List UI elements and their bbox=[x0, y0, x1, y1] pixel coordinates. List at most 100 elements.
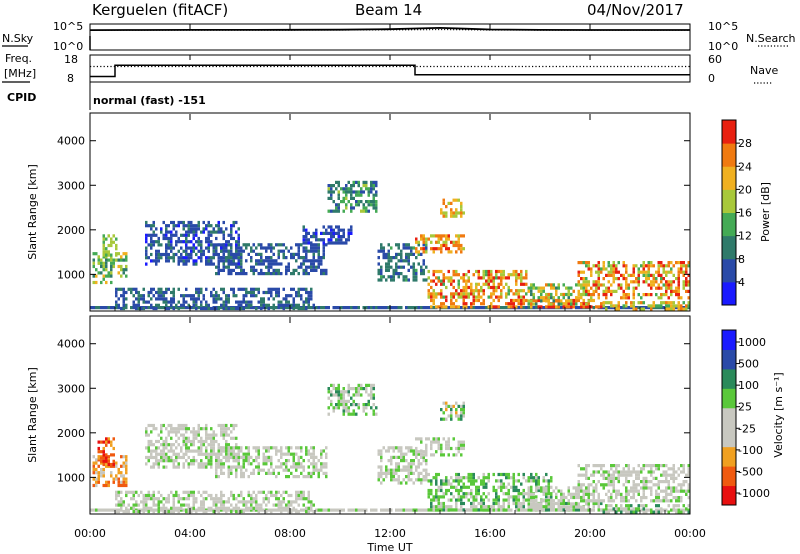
velocity-pixels-cell-5 bbox=[305, 475, 308, 479]
velocity-pixels-cell-11 bbox=[437, 498, 440, 502]
velocity-pixels-cell-4 bbox=[162, 439, 165, 444]
velocity-pixels-cell-5 bbox=[307, 471, 310, 475]
velocity-pixels-cell-13 bbox=[622, 470, 625, 474]
velocity-pixels-cell-3 bbox=[280, 506, 283, 510]
power-pixels-cell-14 bbox=[620, 283, 623, 287]
power-pixels-cell-12 bbox=[467, 292, 470, 296]
power-pixels-cell-4 bbox=[195, 230, 198, 234]
velocity-pixels-cell-13 bbox=[627, 489, 630, 493]
power-pixels-cell-9 bbox=[417, 240, 420, 244]
power-pixels-cell-6 bbox=[315, 228, 318, 232]
velocity-pixels-cell-0 bbox=[382, 508, 385, 512]
velocity-pixels-cell-13 bbox=[645, 486, 648, 490]
velocity-pixels-cell-7 bbox=[407, 465, 410, 469]
velocity-pixels-cell-3 bbox=[215, 503, 218, 507]
power-pixels-cell-7 bbox=[352, 196, 355, 200]
velocity-pixels-cell-13 bbox=[600, 464, 603, 468]
velocity-pixels-cell-3 bbox=[225, 509, 228, 514]
power-pixels-cell-8 bbox=[422, 259, 425, 263]
power-pixels-cell-8 bbox=[412, 246, 415, 250]
power-pixels-cell-14 bbox=[652, 280, 655, 284]
power-pixels-cell-5 bbox=[282, 249, 285, 253]
power-pixels-cell-0 bbox=[647, 306, 650, 310]
velocity-pixels-cell-8 bbox=[435, 450, 438, 454]
velocity-pixels-cell-1 bbox=[122, 483, 125, 488]
velocity-pixels-cell-12 bbox=[562, 492, 565, 496]
velocity-pixels-cell-14 bbox=[652, 510, 655, 514]
power-pixels-cell-0 bbox=[277, 306, 280, 310]
velocity-pixels-cell-3 bbox=[185, 490, 188, 494]
velocity-pixels-cell-1 bbox=[97, 464, 100, 468]
power-pixels-cell-3 bbox=[165, 290, 168, 295]
velocity-pixels-cell-3 bbox=[157, 490, 160, 494]
power-pixels-cell-4 bbox=[210, 233, 213, 237]
power-colorbar-tick-label: 12 bbox=[738, 230, 752, 243]
power-pixels-cell-4 bbox=[150, 259, 153, 263]
power-pixels-cell-14 bbox=[640, 296, 643, 300]
power-pixels-cell-12 bbox=[487, 269, 490, 274]
power-pixels-cell-5 bbox=[252, 272, 255, 276]
power-pixels-cell-6 bbox=[342, 241, 345, 245]
power-pixels-cell-14 bbox=[587, 280, 590, 284]
power-pixels-cell-1 bbox=[105, 258, 108, 262]
velocity-pixels-cell-5 bbox=[215, 459, 218, 463]
velocity-pixels-cell-6 bbox=[332, 393, 335, 397]
power-pixels-cell-3 bbox=[305, 300, 308, 304]
power-pixels-cell-6 bbox=[302, 235, 305, 239]
velocity-pixels-cell-5 bbox=[285, 459, 288, 463]
power-pixels-cell-6 bbox=[332, 241, 335, 245]
velocity-pixels-cell-4 bbox=[150, 465, 153, 469]
velocity-pixels-cell-6 bbox=[355, 412, 358, 416]
velocity-pixels-cell-13 bbox=[625, 476, 628, 480]
velocity-pixels-cell-0 bbox=[482, 508, 485, 512]
velocity-pixels-cell-6 bbox=[337, 383, 340, 387]
power-pixels-cell-14 bbox=[667, 286, 670, 290]
velocity-pixels-cell-1 bbox=[115, 461, 118, 465]
velocity-pixels-cell-13 bbox=[592, 496, 595, 500]
velocity-pixels-cell-4 bbox=[150, 439, 153, 444]
power-pixels-cell-4 bbox=[185, 240, 188, 244]
power-pixels-cell-0 bbox=[252, 306, 255, 310]
velocity-pixels-cell-5 bbox=[242, 471, 245, 475]
velocity-pixels-cell-11 bbox=[505, 472, 508, 477]
power-pixels-cell-7 bbox=[372, 184, 375, 188]
power-pixels-cell-4 bbox=[167, 224, 170, 228]
velocity-pixels-cell-3 bbox=[175, 493, 178, 498]
power-pixels-cell-4 bbox=[217, 259, 220, 263]
velocity-pixels-cell-13 bbox=[577, 480, 580, 484]
power-pixels-cell-3 bbox=[135, 303, 138, 307]
cpid-row: CPID normal (fast) -151 bbox=[7, 82, 206, 110]
power-pixels-cell-4 bbox=[152, 243, 155, 247]
cpid-label: CPID bbox=[7, 91, 36, 104]
velocity-pixels-cell-0 bbox=[650, 508, 653, 512]
power-pixels-cell-5 bbox=[297, 252, 300, 256]
power-pixels-cell-10 bbox=[447, 201, 450, 205]
power-pixels-cell-10 bbox=[462, 211, 465, 215]
velocity-pixels-cell-13 bbox=[665, 499, 668, 503]
power-pixels-cell-14 bbox=[625, 283, 628, 287]
velocity-pixels-cell-7 bbox=[380, 455, 383, 459]
power-pixels-cell-5 bbox=[265, 265, 268, 269]
velocity-pixels-cell-12 bbox=[572, 486, 575, 490]
velocity-pixels-cell-5 bbox=[287, 468, 290, 472]
power-pixels-cell-7 bbox=[345, 187, 348, 191]
velocity-pixels-cell-13 bbox=[637, 473, 640, 477]
velocity-pixels-cell-7 bbox=[417, 475, 420, 479]
power-pixels-cell-6 bbox=[302, 228, 305, 232]
velocity-pixels-cell-11 bbox=[430, 498, 433, 502]
power-pixels-cell-6 bbox=[307, 241, 310, 245]
power-pixels-cell-14 bbox=[595, 270, 598, 274]
power-pixels-cell-12 bbox=[447, 269, 450, 274]
power-pixels-cell-14 bbox=[662, 293, 665, 297]
power-pixels-cell-5 bbox=[280, 243, 283, 247]
power-pixels-cell-1 bbox=[125, 268, 128, 272]
power-pixels-cell-15 bbox=[685, 304, 688, 308]
velocity-pixels-cell-10 bbox=[480, 505, 483, 509]
power-pixels-cell-5 bbox=[315, 265, 318, 269]
power-colorbar-swatch bbox=[722, 258, 736, 283]
velocity-pixels-cell-4 bbox=[182, 443, 185, 447]
power-pixels-cell-13 bbox=[575, 283, 578, 287]
velocity-pixels-cell-6 bbox=[370, 387, 373, 391]
velocity-pixels-cell-10 bbox=[475, 508, 478, 512]
power-pixels-cell-3 bbox=[162, 300, 165, 304]
